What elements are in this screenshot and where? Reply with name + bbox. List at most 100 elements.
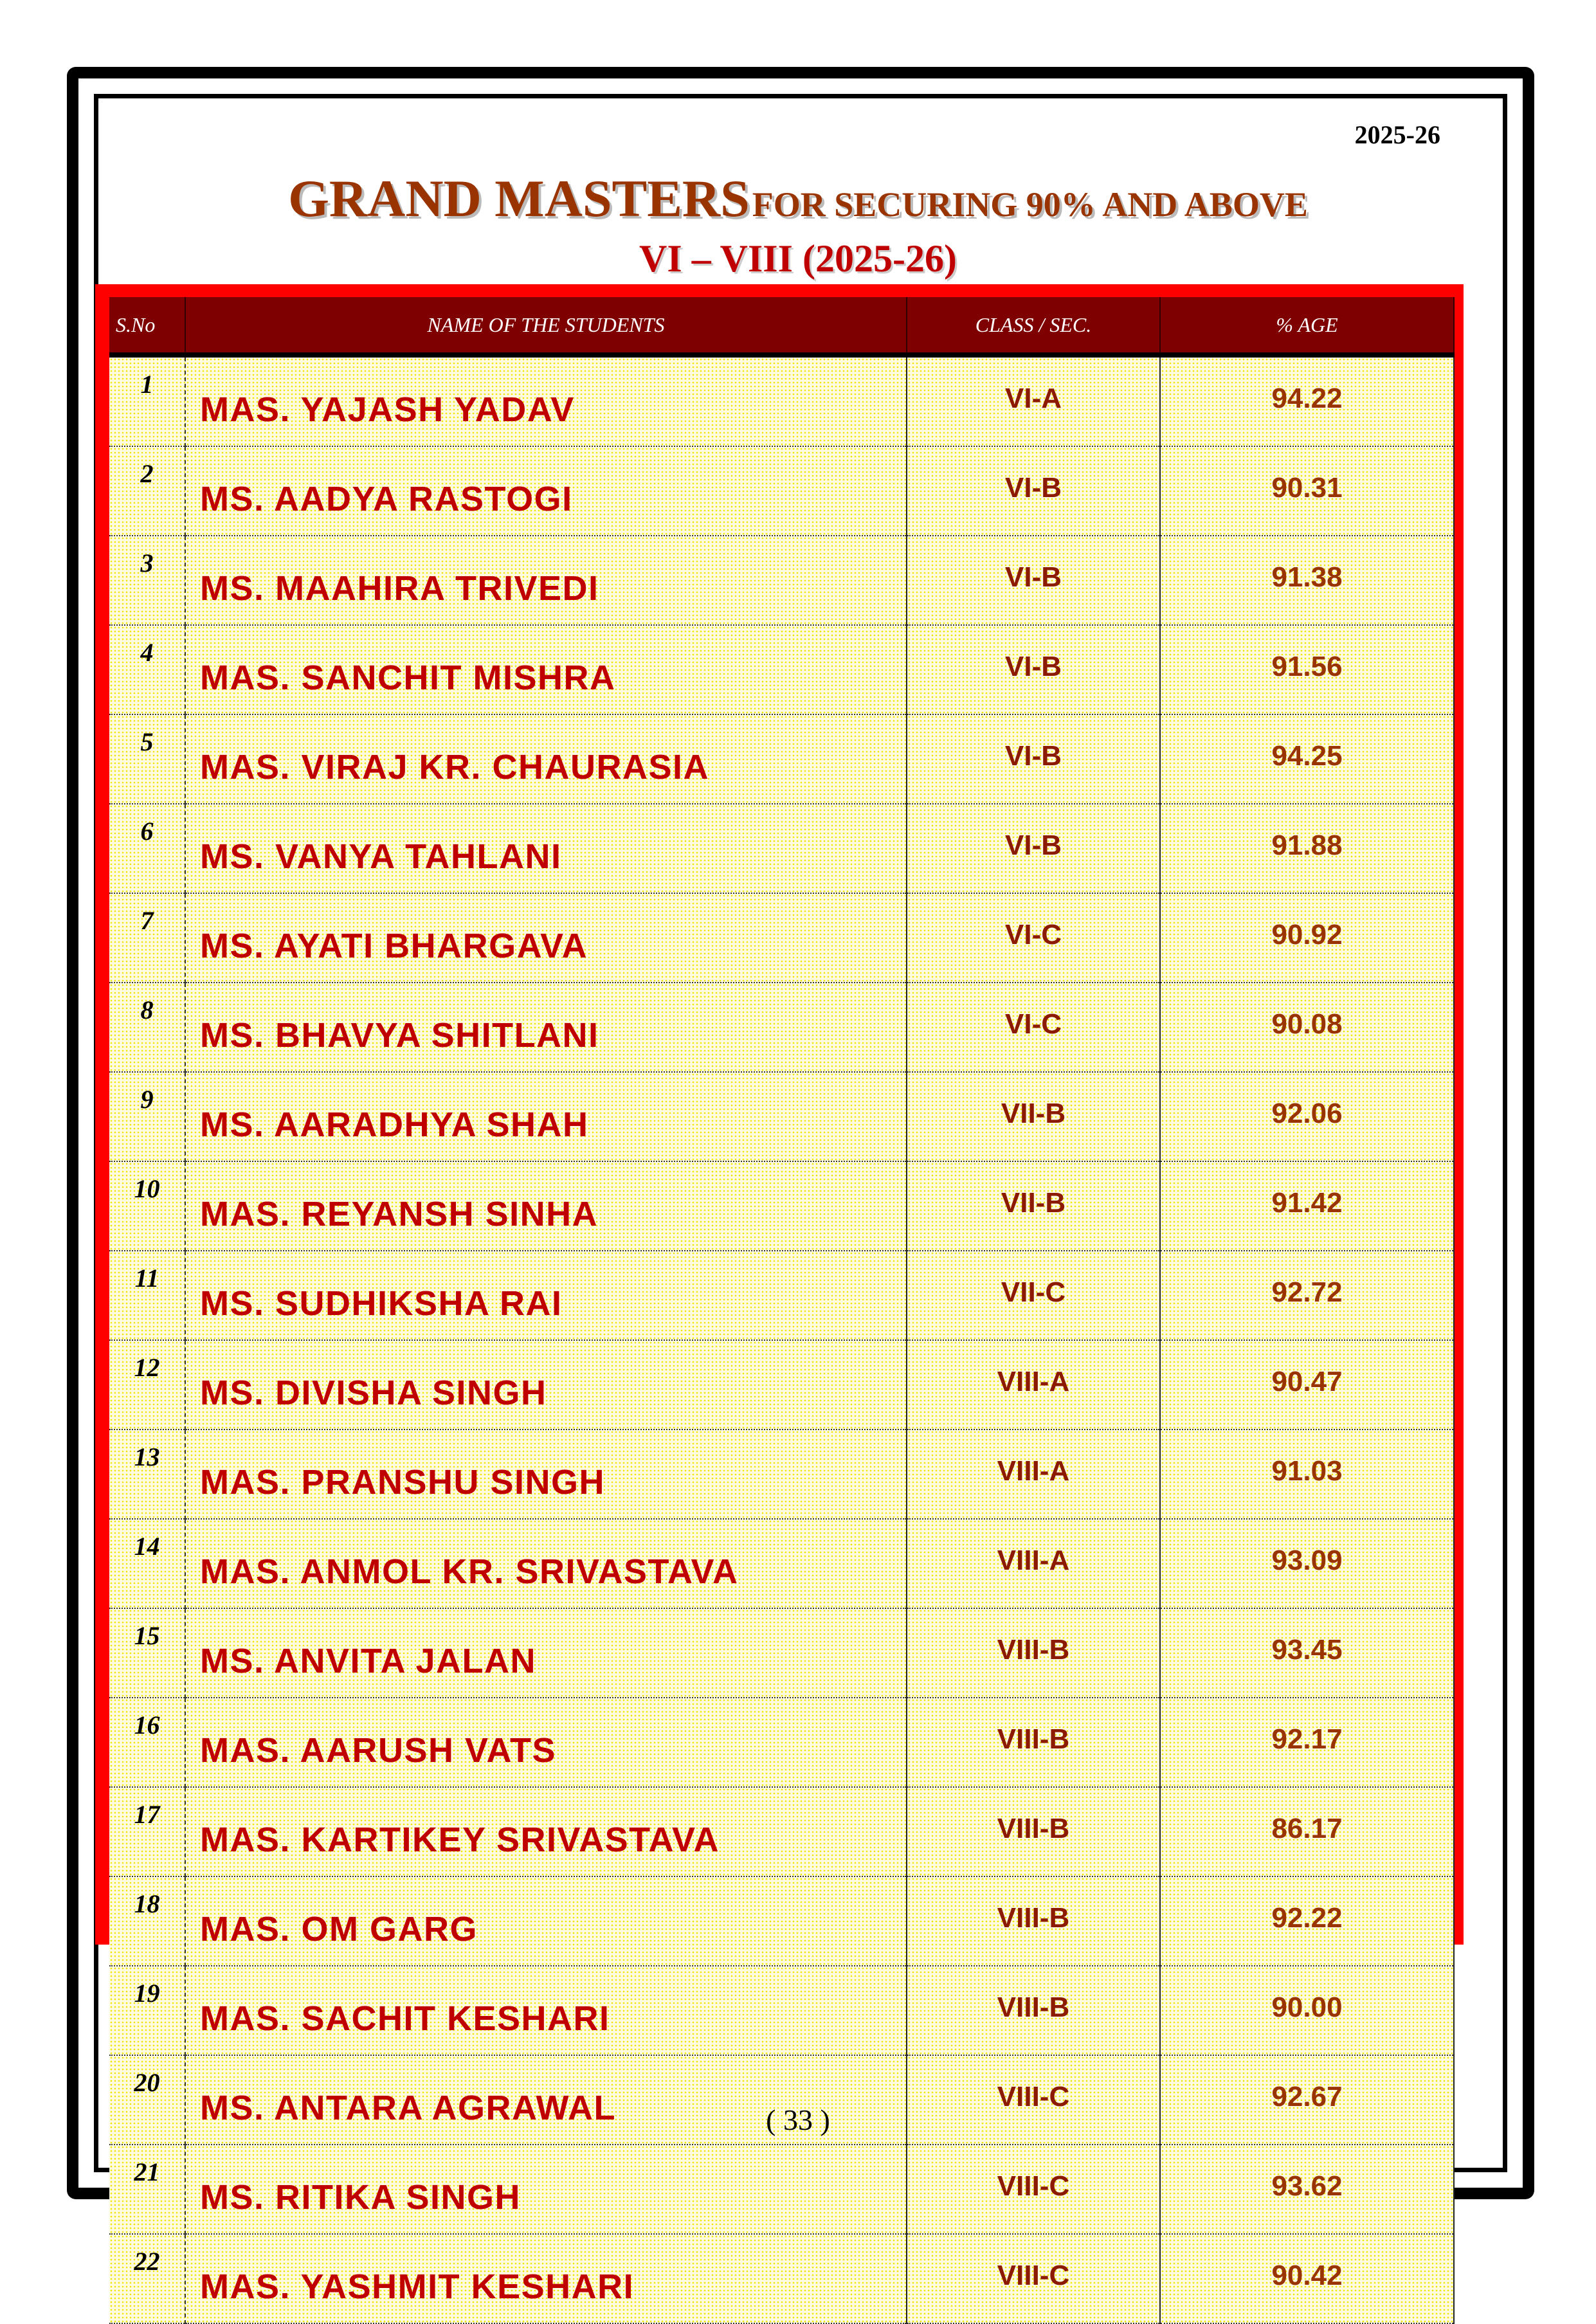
header-percentage: % AGE — [1160, 297, 1455, 358]
student-name: MS. BHAVYA SHITLANI — [185, 983, 907, 1073]
serial-number: 10 — [109, 1161, 186, 1251]
serial-number: 20 — [109, 2055, 186, 2145]
page-number: ( 33 ) — [766, 2103, 830, 2136]
table-row: 5 MAS. VIRAJ KR. CHAURASIA VI-B 94.25 — [109, 714, 1455, 804]
percentage: 92.17 — [1160, 1698, 1455, 1788]
student-name: MS. SUDHIKSHA RAI — [185, 1251, 907, 1341]
student-name: MAS. VIRAJ KR. CHAURASIA — [185, 714, 907, 804]
student-name: MAS. ANMOL KR. SRIVASTAVA — [185, 1519, 907, 1609]
percentage: 94.22 — [1160, 355, 1455, 447]
serial-number: 3 — [109, 536, 186, 626]
serial-number: 11 — [109, 1251, 186, 1341]
table-row: 18 MAS. OM GARG VIII-B 92.22 — [109, 1876, 1455, 1966]
class-section: VII-B — [907, 1161, 1161, 1251]
table-row: 22 MAS. YASHMIT KESHARI VIII-C 90.42 — [109, 2234, 1455, 2324]
table-row: 2 MS. AADYA RASTOGI VI-B 90.31 — [109, 446, 1455, 536]
class-section: VIII-B — [907, 1608, 1161, 1698]
student-name: MAS. OM GARG — [185, 1876, 907, 1966]
table-row: 20 MS. ANTARA AGRAWAL VIII-C 92.67 — [109, 2055, 1455, 2145]
table-row: 7 MS. AYATI BHARGAVA VI-C 90.92 — [109, 893, 1455, 983]
percentage: 92.06 — [1160, 1072, 1455, 1162]
student-name: MS. RITIKA SINGH — [185, 2145, 907, 2235]
class-section: VIII-C — [907, 2234, 1161, 2324]
table-row: 16 MAS. AARUSH VATS VIII-B 92.17 — [109, 1698, 1455, 1788]
serial-number: 14 — [109, 1519, 186, 1609]
percentage: 93.45 — [1160, 1608, 1455, 1698]
class-section: VI-C — [907, 893, 1161, 983]
student-name: MAS. REYANSH SINHA — [185, 1161, 907, 1251]
serial-number: 21 — [109, 2145, 186, 2235]
serial-number: 9 — [109, 1072, 186, 1162]
serial-number: 22 — [109, 2234, 186, 2324]
student-name: MS. AARADHYA SHAH — [185, 1072, 907, 1162]
class-section: VI-C — [907, 983, 1161, 1073]
table-row: 13 MAS. PRANSHU SINGH VIII-A 91.03 — [109, 1430, 1455, 1520]
class-section: VI-B — [907, 804, 1161, 894]
class-section: VIII-B — [907, 1698, 1161, 1788]
table-row: 8 MS. BHAVYA SHITLANI VI-C 90.08 — [109, 983, 1455, 1073]
percentage: 93.62 — [1160, 2145, 1455, 2235]
table-row: 15 MS. ANVITA JALAN VIII-B 93.45 — [109, 1608, 1455, 1698]
table-row: 11 MS. SUDHIKSHA RAI VII-C 92.72 — [109, 1251, 1455, 1341]
percentage: 94.25 — [1160, 714, 1455, 804]
table-row: 21 MS. RITIKA SINGH VIII-C 93.62 — [109, 2145, 1455, 2235]
percentage: 93.09 — [1160, 1519, 1455, 1609]
serial-number: 8 — [109, 983, 186, 1073]
percentage: 90.42 — [1160, 2234, 1455, 2324]
class-section: VI-B — [907, 625, 1161, 715]
serial-number: 6 — [109, 804, 186, 894]
table-row: 19 MAS. SACHIT KESHARI VIII-B 90.00 — [109, 1966, 1455, 2056]
student-name: MS. VANYA TAHLANI — [185, 804, 907, 894]
percentage: 90.31 — [1160, 446, 1455, 536]
serial-number: 16 — [109, 1698, 186, 1788]
serial-number: 17 — [109, 1787, 186, 1877]
table-row: 10 MAS. REYANSH SINHA VII-B 91.42 — [109, 1161, 1455, 1251]
student-name: MS. MAAHIRA TRIVEDI — [185, 536, 907, 626]
class-section: VI-B — [907, 536, 1161, 626]
table-row: 4 MAS. SANCHIT MISHRA VI-B 91.56 — [109, 625, 1455, 715]
percentage: 92.72 — [1160, 1251, 1455, 1341]
class-section: VI-B — [907, 714, 1161, 804]
page-title: GRAND MASTERS FOR SECURING 90% AND ABOVE — [0, 168, 1596, 229]
student-name: MS. ANVITA JALAN — [185, 1608, 907, 1698]
student-name: MS. ANTARA AGRAWAL — [185, 2055, 907, 2145]
percentage: 91.56 — [1160, 625, 1455, 715]
student-name: MAS. YAJASH YADAV — [185, 355, 907, 447]
percentage: 90.00 — [1160, 1966, 1455, 2056]
percentage: 86.17 — [1160, 1787, 1455, 1877]
student-name: MAS. YASHMIT KESHARI — [185, 2234, 907, 2324]
header-name: NAME OF THE STUDENTS — [185, 297, 907, 358]
header-sno: S.No — [109, 297, 186, 358]
table-row: 17 MAS. KARTIKEY SRIVASTAVA VIII-B 86.17 — [109, 1787, 1455, 1877]
percentage: 92.22 — [1160, 1876, 1455, 1966]
student-name: MAS. SANCHIT MISHRA — [185, 625, 907, 715]
title-rest: FOR SECURING 90% AND ABOVE — [752, 185, 1308, 224]
page-subtitle: VI – VIII (2025-26) — [639, 237, 957, 280]
class-section: VIII-C — [907, 2145, 1161, 2235]
serial-number: 1 — [109, 355, 186, 447]
class-section: VIII-B — [907, 1876, 1161, 1966]
class-section: VI-B — [907, 446, 1161, 536]
student-name: MS. DIVISHA SINGH — [185, 1340, 907, 1430]
serial-number: 15 — [109, 1608, 186, 1698]
serial-number: 2 — [109, 446, 186, 536]
year-label: 2025-26 — [1354, 120, 1440, 149]
serial-number: 19 — [109, 1966, 186, 2056]
class-section: VIII-A — [907, 1340, 1161, 1430]
percentage: 90.08 — [1160, 983, 1455, 1073]
table-row: 12 MS. DIVISHA SINGH VIII-A 90.47 — [109, 1340, 1455, 1430]
serial-number: 5 — [109, 714, 186, 804]
table-row: 14 MAS. ANMOL KR. SRIVASTAVA VIII-A 93.09 — [109, 1519, 1455, 1609]
class-section: VII-C — [907, 1251, 1161, 1341]
title-main: GRAND MASTERS — [288, 169, 750, 228]
student-name: MS. AADYA RASTOGI — [185, 446, 907, 536]
class-section: VI-A — [907, 355, 1161, 447]
table-row: 3 MS. MAAHIRA TRIVEDI VI-B 91.38 — [109, 536, 1455, 626]
table-header-row: S.No NAME OF THE STUDENTS CLASS / SEC. %… — [109, 297, 1455, 358]
student-name: MS. AYATI BHARGAVA — [185, 893, 907, 983]
class-section: VIII-B — [907, 1966, 1161, 2056]
class-section: VIII-A — [907, 1519, 1161, 1609]
results-table: S.No NAME OF THE STUDENTS CLASS / SEC. %… — [109, 297, 1455, 2324]
class-section: VII-B — [907, 1072, 1161, 1162]
student-name: MAS. PRANSHU SINGH — [185, 1430, 907, 1520]
